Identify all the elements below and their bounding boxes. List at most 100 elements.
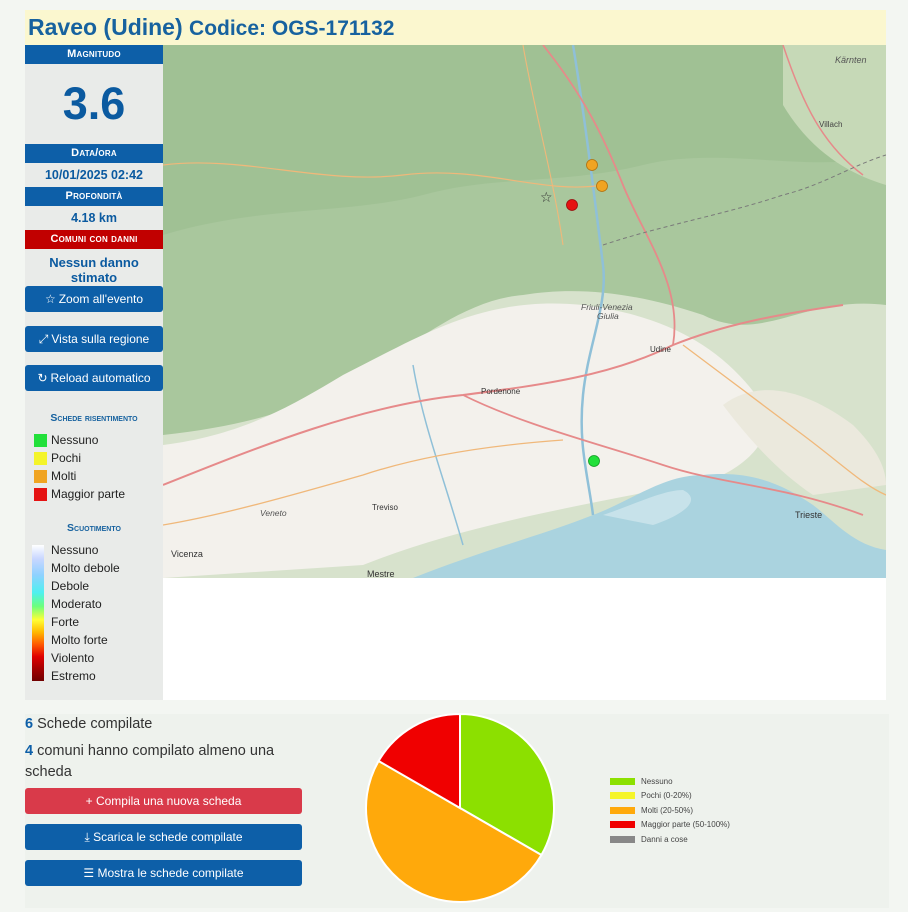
legend-item-pochi: Pochi: [34, 450, 81, 466]
title-bar: Raveo (Udine) Codice: OGS-171132: [25, 10, 886, 45]
show-reports-button[interactable]: ☰ Mostra le schede compilate: [25, 860, 302, 886]
highway: [542, 45, 676, 346]
depth-value: 4.18 km: [71, 211, 117, 225]
legend-swatch: [34, 433, 47, 447]
download-reports-label: Scarica le schede compilate: [93, 830, 243, 844]
report-marker-nessuno[interactable]: [588, 455, 600, 467]
event-sidebar: Magnitudo 3.6 Data/ora 10/01/2025 02:42 …: [25, 45, 163, 700]
river: [571, 45, 606, 516]
map-label: Veneto: [260, 508, 287, 518]
pie-legend-swatch: [610, 792, 635, 800]
datetime-header: Data/ora: [25, 144, 163, 163]
region-view-label: Vista sulla regione: [51, 332, 150, 346]
pie-legend-item: Pochi (0-20%): [610, 789, 730, 804]
reports-summary-panel: 6 Schede compilate 4 comuni hanno compil…: [25, 712, 889, 908]
shaking-level: Estremo: [51, 669, 96, 683]
legend-label: Maggior parte: [51, 487, 126, 501]
legend-swatch: [34, 451, 47, 465]
road: [163, 162, 604, 188]
legend-label: Pochi: [51, 451, 82, 465]
pie-legend-label: Maggior parte (50-100%): [641, 820, 730, 830]
zoom-event-button[interactable]: ☆ Zoom all'evento: [25, 286, 163, 312]
map-canvas[interactable]: Kärnten Villach Friuli-Venezia Giulia Ud…: [163, 45, 886, 578]
map-label: Pordenone: [481, 387, 521, 396]
report-marker-maggior-parte[interactable]: [566, 199, 578, 211]
shaking-level: Molto forte: [51, 633, 108, 647]
new-report-label: Compila una nuova scheda: [95, 794, 242, 808]
municipalities-text-line1: comuni hanno compilato almeno una: [37, 743, 275, 759]
shaking-level: Forte: [51, 615, 80, 629]
adriatic-sea: [413, 474, 886, 578]
road: [163, 439, 564, 526]
plain-area: [163, 303, 767, 578]
region-view-button[interactable]: ⤢ Vista sulla regione: [25, 326, 163, 352]
shaking-legend-title: Scuotimento: [67, 522, 121, 534]
highway: [462, 394, 864, 516]
legend-swatch: [34, 487, 47, 501]
map-label: Giulia: [597, 311, 619, 321]
reports-count-line: 6 Schede compilate: [25, 716, 152, 732]
reports-legend-title: Schede risentimento: [50, 412, 138, 424]
pie-legend-item: Danni a cose: [610, 832, 730, 847]
damage-header: Comuni con danni: [25, 230, 163, 249]
reports-count-text: Schede compilate: [37, 716, 153, 732]
legend-swatch: [34, 469, 47, 483]
auto-reload-button[interactable]: ↻ Reload automatico: [25, 365, 163, 391]
shaking-level: Molto debole: [51, 561, 120, 575]
pie-legend-item: Maggior parte (50-100%): [610, 818, 730, 833]
map-label: Mestre: [367, 569, 395, 578]
legend-label: Nessuno: [51, 433, 99, 447]
shaking-level: Debole: [51, 579, 90, 593]
map-label: Kärnten: [835, 55, 867, 65]
refresh-icon: ↻: [37, 371, 48, 385]
shaking-level: Nessuno: [51, 543, 99, 557]
star-icon: ☆: [44, 292, 56, 306]
lagoon: [603, 490, 692, 525]
pie-legend-swatch: [610, 777, 635, 785]
download-reports-button[interactable]: ⤓ Scarica le schede compilate: [25, 824, 302, 850]
river: [412, 364, 464, 546]
show-reports-label: Mostra le schede compilate: [97, 866, 244, 880]
pie-legend-swatch: [610, 821, 635, 829]
pie-legend-label: Danni a cose: [641, 834, 688, 844]
list-icon: ☰: [83, 866, 98, 880]
pie-legend-label: Nessuno: [641, 776, 673, 786]
download-icon: ⤓: [84, 830, 94, 844]
new-report-button[interactable]: + Compila una nuova scheda: [25, 788, 302, 814]
municipalities-count-line: 4 comuni hanno compilato almeno una sche…: [25, 741, 325, 783]
event-code: Codice: OGS-171132: [189, 17, 395, 40]
expand-icon: ⤢: [38, 332, 49, 346]
pie-legend-swatch: [610, 806, 635, 814]
pie-legend-label: Pochi (0-20%): [641, 791, 692, 801]
pie-slice-molti: [365, 759, 543, 903]
depth-header: Profondità: [25, 187, 163, 206]
map-label: Vicenza: [171, 549, 203, 559]
pie-slice-maggior: [377, 712, 461, 810]
map-label: Friuli-Venezia: [581, 302, 633, 312]
report-marker-molti[interactable]: [596, 180, 608, 192]
map-label: Treviso: [372, 503, 398, 512]
datetime-value: 10/01/2025 02:42: [44, 168, 143, 182]
report-marker-molti[interactable]: [586, 159, 598, 171]
map-label: Trieste: [795, 510, 822, 520]
shaking-level: Violento: [51, 651, 95, 665]
pie-legend-item: Molti (20-50%): [610, 803, 730, 818]
legend-item-molti: Molti: [34, 468, 76, 484]
damage-value: Nessun danno stimato: [49, 255, 139, 285]
reports-count: 6: [25, 716, 34, 732]
legend-item-maggior-parte: Maggior parte: [34, 486, 125, 502]
pie-slice-nessuno: [459, 712, 555, 857]
magnitude-header: Magnitudo: [25, 45, 163, 64]
plus-icon: +: [85, 794, 96, 808]
road: [682, 344, 886, 496]
event-map[interactable]: Kärnten Villach Friuli-Venezia Giulia Ud…: [163, 45, 886, 578]
high-mountains: [163, 45, 886, 235]
epicenter-star-icon[interactable]: ☆: [540, 190, 553, 206]
event-place: Raveo (Udine): [28, 14, 183, 40]
legend-item-nessuno: Nessuno: [34, 432, 98, 448]
municipalities-text-line2: scheda: [25, 764, 72, 780]
border: [602, 154, 886, 246]
municipalities-count: 4: [25, 743, 34, 759]
shaking-level: Moderato: [51, 597, 102, 611]
valley-area: [783, 45, 886, 185]
